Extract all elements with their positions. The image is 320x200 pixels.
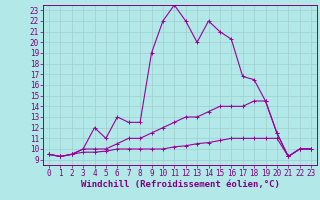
X-axis label: Windchill (Refroidissement éolien,°C): Windchill (Refroidissement éolien,°C)	[81, 180, 279, 189]
